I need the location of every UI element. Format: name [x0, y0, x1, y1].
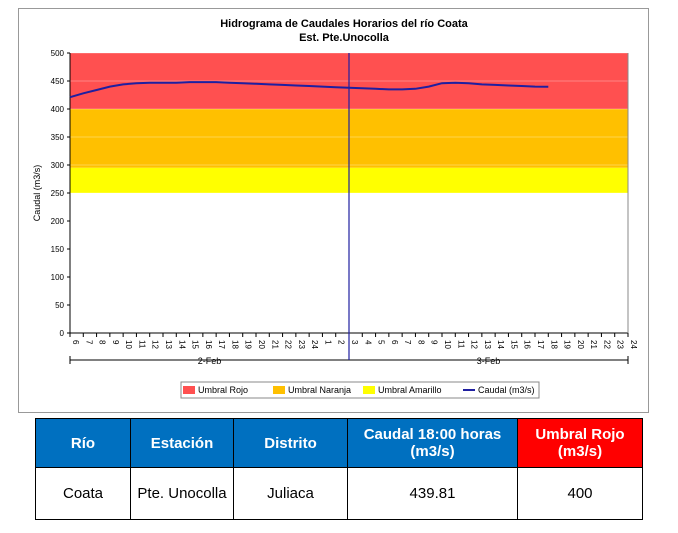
x-tick-label: 14 [496, 340, 505, 349]
chart-title: Hidrograma de Caudales Horarios del río … [220, 18, 468, 30]
x-tick-label: 18 [549, 340, 558, 349]
x-tick-label: 6 [71, 340, 80, 345]
x-tick-label: 10 [443, 340, 452, 349]
x-tick-label: 20 [257, 340, 266, 349]
x-group-label: 2-Feb [198, 356, 222, 366]
x-tick-label: 17 [536, 340, 545, 349]
x-tick-label: 16 [523, 340, 532, 349]
y-tick-label: 350 [51, 133, 65, 142]
cell: Juliaca [233, 467, 348, 520]
header-cell: Estación [130, 418, 234, 468]
y-tick-label: 0 [60, 329, 65, 338]
x-tick-label: 14 [177, 340, 186, 349]
x-tick-label: 17 [217, 340, 226, 349]
x-tick-label: 11 [456, 340, 465, 349]
header-cell: Caudal 18:00 horas (m3/s) [347, 418, 518, 468]
x-tick-label: 22 [602, 340, 611, 349]
cell: Coata [35, 467, 131, 520]
x-tick-label: 4 [363, 340, 372, 345]
legend-box [180, 381, 540, 399]
x-tick-label: 2 [337, 340, 346, 345]
x-tick-label: 8 [98, 340, 107, 345]
data-line [69, 81, 549, 99]
x-tick-label: 11 [137, 340, 146, 349]
x-tick-label: 12 [470, 340, 479, 349]
legend-label: Umbral Rojo [198, 385, 248, 395]
x-tick-label: 20 [576, 340, 585, 349]
chart-subtitle: Est. Pte.Unocolla [299, 32, 390, 44]
summary-table: Río Estación Distrito Caudal 18:00 horas… [35, 418, 643, 520]
cell: Pte. Unocolla [130, 467, 234, 520]
cell: 439.81 [347, 467, 518, 520]
y-axis-label: Caudal (m3/s) [32, 165, 42, 222]
x-tick-label: 8 [416, 340, 425, 345]
x-tick-label: 21 [270, 340, 279, 349]
y-tick-label: 500 [51, 49, 65, 58]
x-tick-label: 12 [151, 340, 160, 349]
x-tick-label: 18 [230, 340, 239, 349]
x-tick-label: 16 [204, 340, 213, 349]
legend-swatch [183, 386, 195, 394]
chart: Hidrograma de Caudales Horarios del río … [18, 8, 649, 413]
legend-swatch [363, 386, 375, 394]
x-tick-label: 7 [84, 340, 93, 345]
header-cell: Umbral Rojo (m3/s) [517, 418, 643, 468]
data-row: Coata Pte. Unocolla Juliaca 439.81 400 [35, 467, 643, 520]
x-tick-label: 10 [124, 340, 133, 349]
x-tick-label: 7 [403, 340, 412, 345]
x-tick-label: 9 [111, 340, 120, 345]
cell: 400 [517, 467, 643, 520]
header-row: Río Estación Distrito Caudal 18:00 horas… [35, 418, 643, 468]
x-tick-label: 19 [563, 340, 572, 349]
x-tick-label: 23 [297, 340, 306, 349]
x-tick-label: 24 [310, 340, 319, 349]
x-tick-label: 13 [164, 340, 173, 349]
y-tick-label: 400 [51, 105, 65, 114]
x-tick-label: 24 [629, 340, 638, 349]
y-tick-label: 200 [51, 217, 65, 226]
x-tick-label: 22 [284, 340, 293, 349]
x-tick-label: 21 [589, 340, 598, 349]
x-tick-label: 5 [377, 340, 386, 345]
x-tick-label: 15 [509, 340, 518, 349]
y-tick-label: 250 [51, 189, 65, 198]
x-tick-label: 6 [390, 340, 399, 345]
header-cell: Río [35, 418, 131, 468]
x-tick-label: 19 [244, 340, 253, 349]
x-tick-label: 3 [350, 340, 359, 345]
legend-swatch [273, 386, 285, 394]
y-tick-label: 50 [55, 301, 64, 310]
header-cell: Distrito [233, 418, 348, 468]
x-group-label: 3-Feb [477, 356, 501, 366]
x-tick-label: 13 [483, 340, 492, 349]
legend-label: Umbral Naranja [288, 385, 351, 395]
y-tick-label: 450 [51, 77, 65, 86]
legend-label: Umbral Amarillo [378, 385, 442, 395]
y-tick-label: 150 [51, 245, 65, 254]
x-tick-label: 9 [430, 340, 439, 345]
y-tick-label: 100 [51, 273, 65, 282]
x-tick-label: 23 [616, 340, 625, 349]
y-tick-label: 300 [51, 161, 65, 170]
x-tick-label: 1 [323, 340, 332, 345]
legend-label: Caudal (m3/s) [478, 385, 535, 395]
x-tick-label: 15 [191, 340, 200, 349]
